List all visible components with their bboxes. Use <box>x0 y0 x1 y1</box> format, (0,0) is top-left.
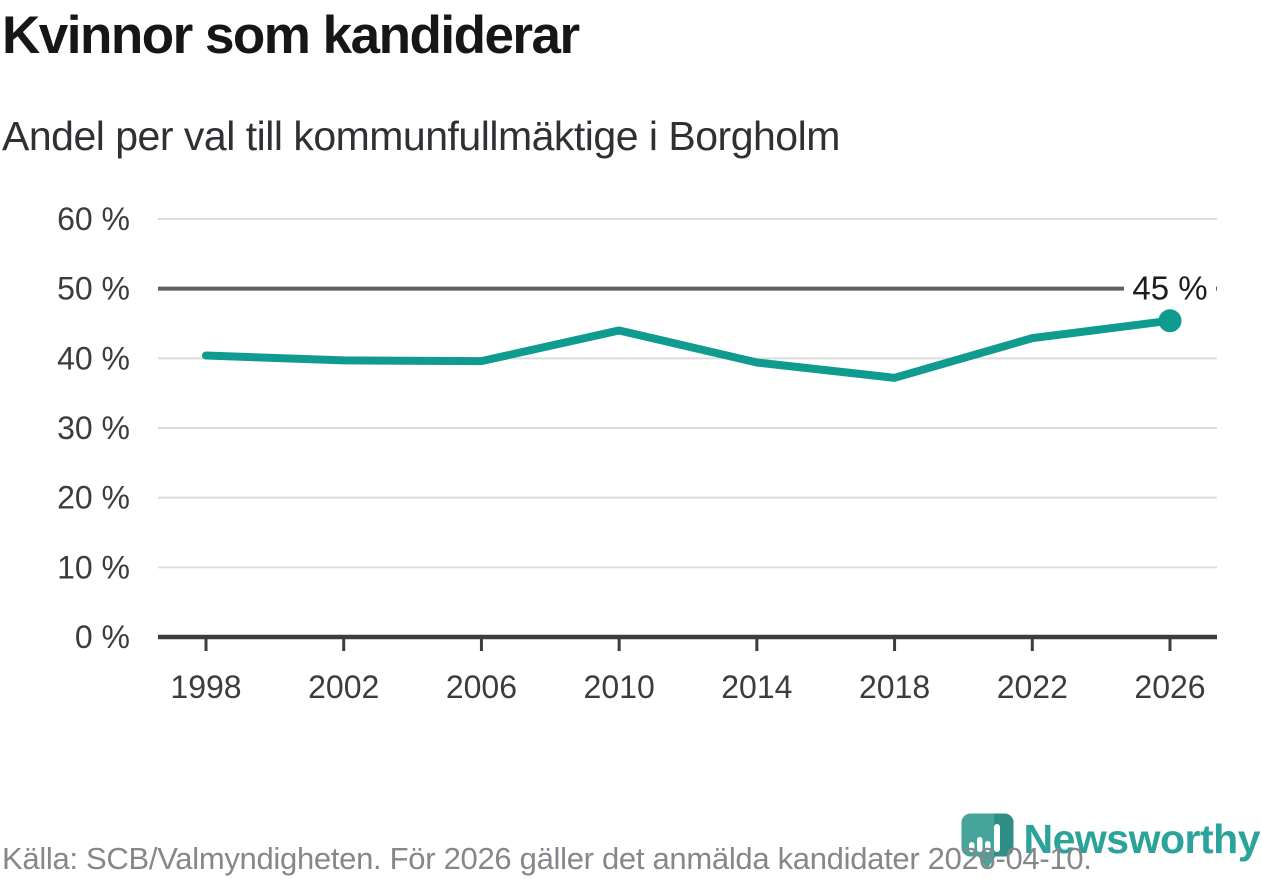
logo-bar-3 <box>984 841 990 852</box>
logo-bar-2 <box>976 837 982 852</box>
data-line <box>202 316 1174 382</box>
newsworthy-logo-icon <box>961 813 1013 869</box>
chart-title: Kvinnor som kandiderar <box>2 6 580 65</box>
x-axis-label: 1998 <box>170 669 241 705</box>
x-axis-label: 2014 <box>721 669 792 705</box>
logo-bar-4 <box>993 824 1000 852</box>
y-axis-label: 0 % <box>75 619 130 655</box>
logo-pin-tail <box>977 856 996 869</box>
newsworthy-branding[interactable]: Newsworthy <box>961 813 1261 870</box>
x-axis-label: 2010 <box>584 669 655 705</box>
source-note: Källa: SCB/Valmyndigheten. För 2026 gäll… <box>2 841 1092 876</box>
y-axis-label: 50 % <box>57 271 130 307</box>
newsworthy-wordmark: Newsworthy <box>1023 816 1261 862</box>
x-axis-label: 2002 <box>308 669 379 705</box>
end-value-label-bg <box>1124 271 1216 306</box>
y-axis-label: 20 % <box>57 480 130 516</box>
x-axis-label: 2022 <box>997 669 1068 705</box>
y-axis-label: 30 % <box>57 410 130 446</box>
y-axis-label: 10 % <box>57 549 130 585</box>
end-value-label: 45 % <box>1132 270 1207 307</box>
y-axis-label: 60 % <box>57 201 130 237</box>
x-axis-label: 2006 <box>446 669 517 705</box>
x-axis-label: 2018 <box>859 669 930 705</box>
y-axis-label: 40 % <box>57 340 130 376</box>
logo-bar-1 <box>968 842 974 852</box>
end-point-marker <box>1158 309 1182 333</box>
x-axis-label: 2026 <box>1134 669 1205 705</box>
chart-subtitle: Andel per val till kommunfullmäktige i B… <box>2 113 840 159</box>
